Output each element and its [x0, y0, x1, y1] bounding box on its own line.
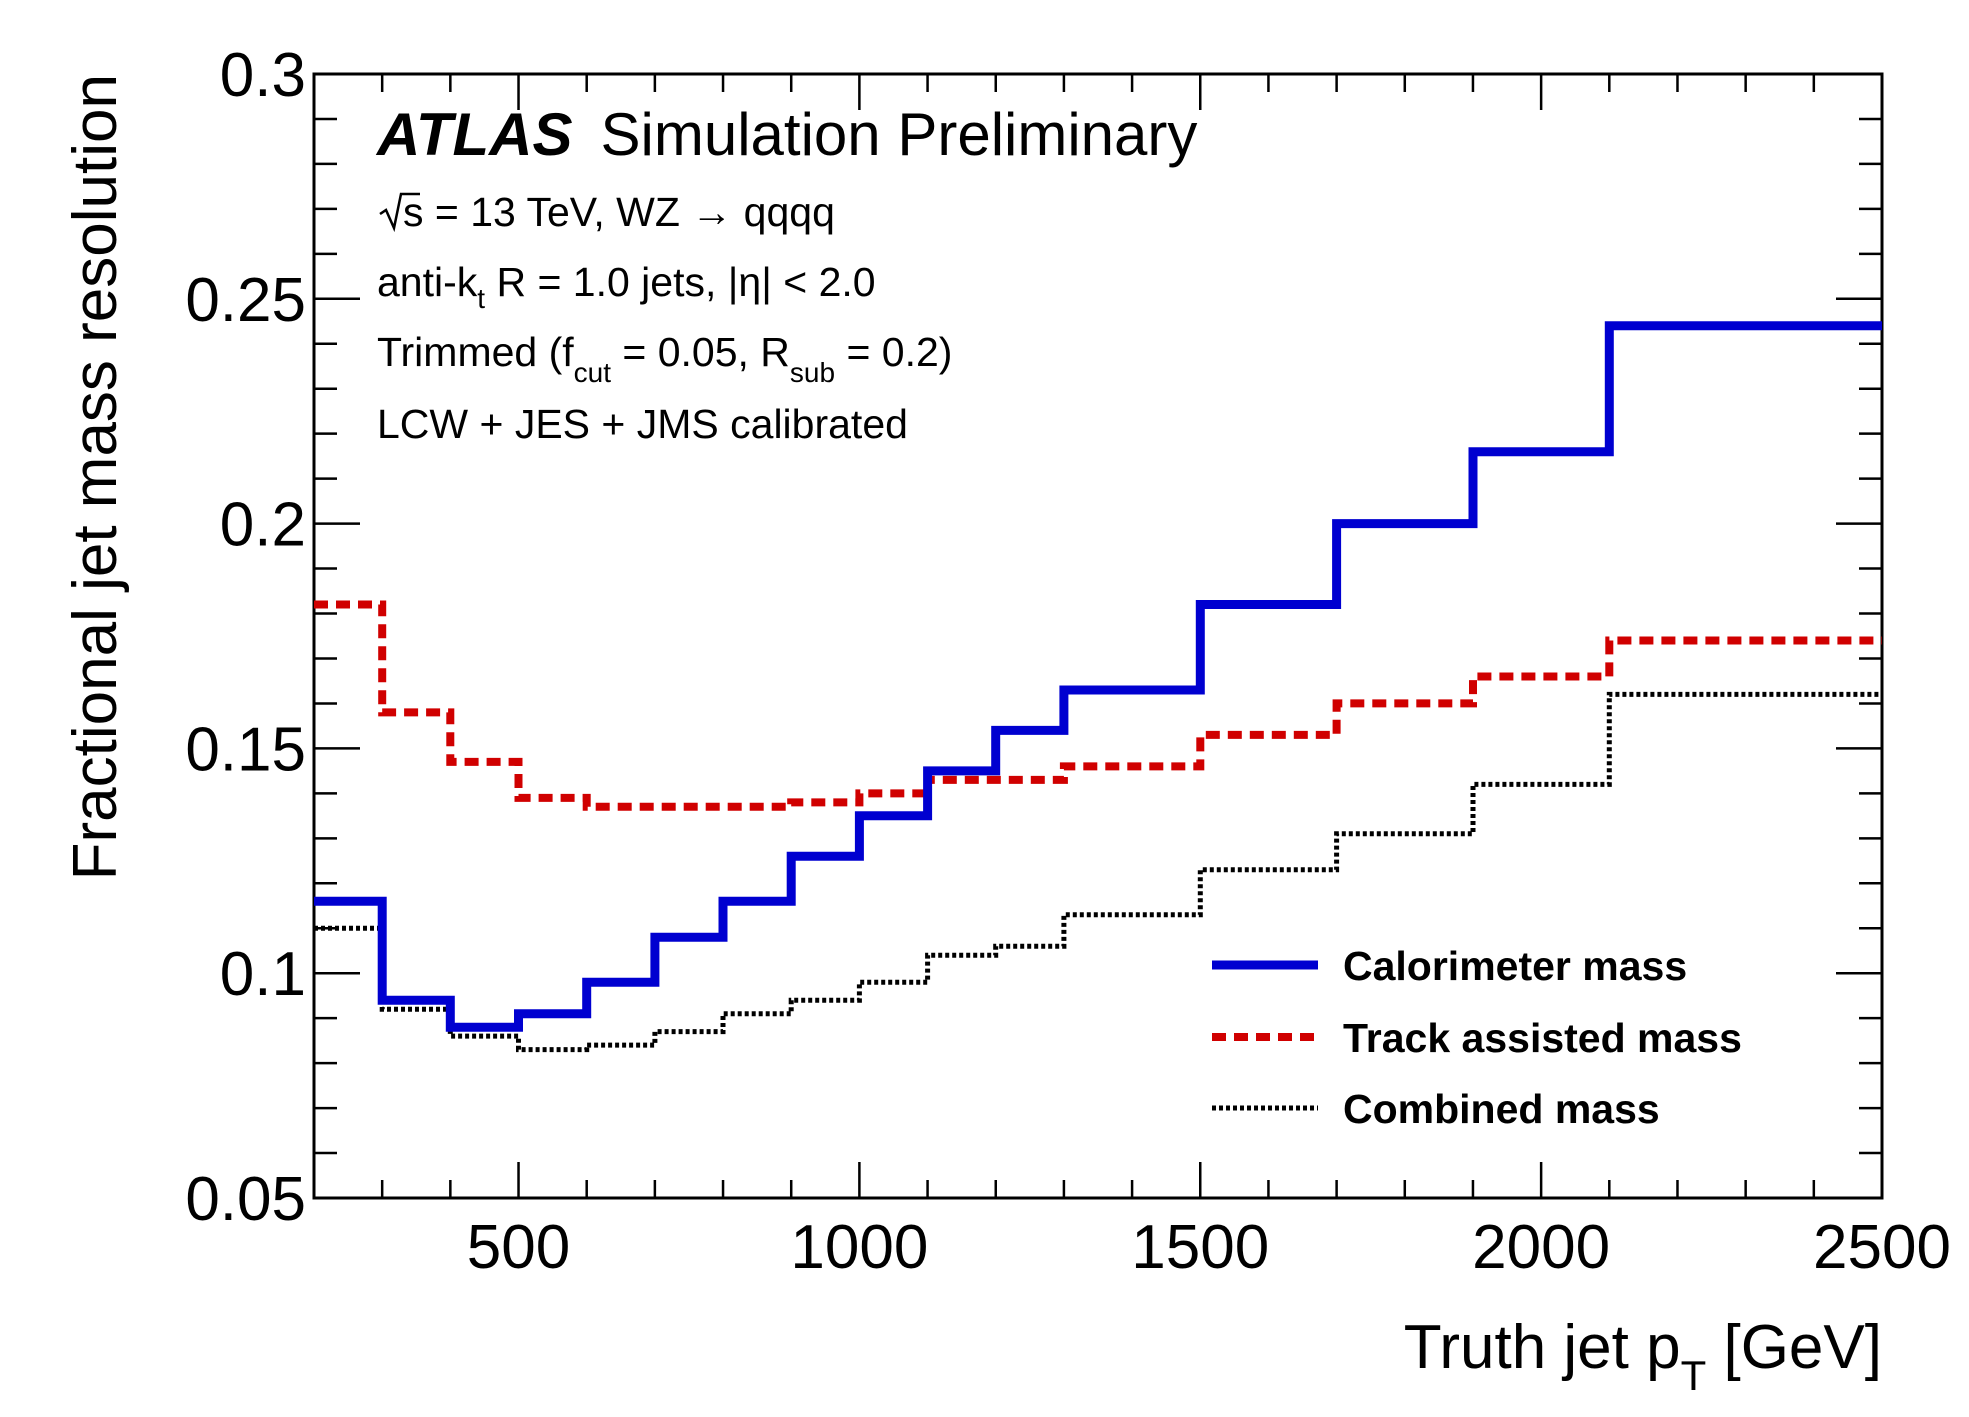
- y-axis-title: Fractional jet mass resolution: [61, 74, 130, 880]
- annotation-trimming: Trimmed (fcut = 0.05, Rsub = 0.2): [377, 329, 952, 388]
- series-calorimeter-mass: [314, 321, 1882, 1032]
- x-tick-label: 2000: [1472, 1213, 1610, 1282]
- atlas-label: ATLAS Simulation Preliminary: [375, 101, 1197, 168]
- y-tick-label: 0.1: [220, 940, 306, 1009]
- series-track-assisted-mass: [314, 600, 1882, 811]
- y-tick-label: 0.3: [220, 41, 306, 110]
- y-axis: 0.05 0.1 0.15 0.2 0.25 0.3: [185, 41, 1882, 1234]
- y-tick-label: 0.25: [185, 266, 306, 335]
- y-tick-label: 0.2: [220, 491, 306, 560]
- x-axis: 500 1000 1500 2000 2500: [312, 74, 1951, 1282]
- plot-frame: [312, 72, 1884, 1200]
- x-tick-label: 1500: [1131, 1213, 1269, 1282]
- svg-text:s = 13 TeV, WZ → qqqq: s = 13 TeV, WZ → qqqq: [403, 189, 835, 235]
- legend-label: Calorimeter mass: [1343, 943, 1687, 989]
- y-tick-label: 0.05: [185, 1165, 306, 1234]
- y-tick-label: 0.15: [185, 715, 306, 784]
- annotation-sqrt-s: s = 13 TeV, WZ → qqqq: [379, 189, 835, 235]
- legend-label: Track assisted mass: [1343, 1015, 1742, 1061]
- x-tick-label: 2500: [1813, 1213, 1951, 1282]
- series-combined-mass: [314, 691, 1882, 1053]
- x-axis-title: Truth jet pT [GeV]: [1404, 1313, 1882, 1399]
- legend-label: Combined mass: [1343, 1086, 1660, 1132]
- x-tick-label: 500: [467, 1213, 570, 1282]
- annotation-jet-algo: anti-kt R = 1.0 jets, |η| < 2.0: [377, 259, 876, 314]
- annotation-calibration: LCW + JES + JMS calibrated: [377, 401, 908, 447]
- legend: Calorimeter mass Track assisted mass Combi…: [1212, 943, 1742, 1132]
- x-tick-label: 1000: [790, 1213, 928, 1282]
- series-layer: [314, 321, 1882, 1053]
